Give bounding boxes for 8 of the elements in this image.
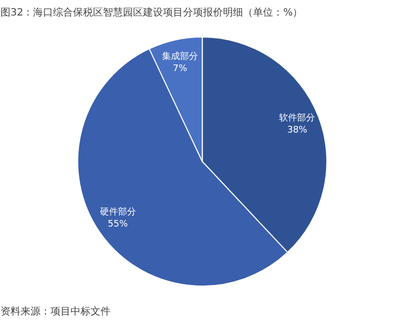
slice-label: 集成部分 — [162, 50, 198, 62]
slice-label: 硬件部分 — [100, 206, 136, 218]
slice-label: 软件部分 — [279, 112, 316, 124]
data-label: 38% — [287, 125, 308, 136]
chart-title: 图32：海口综合保税区智慧园区建设项目分项报价明细（单位：%） — [0, 6, 303, 18]
data-label: 55% — [108, 219, 128, 230]
data-label: 7% — [172, 64, 188, 74]
text: 资料来源：项目中标文件 — [0, 306, 110, 318]
